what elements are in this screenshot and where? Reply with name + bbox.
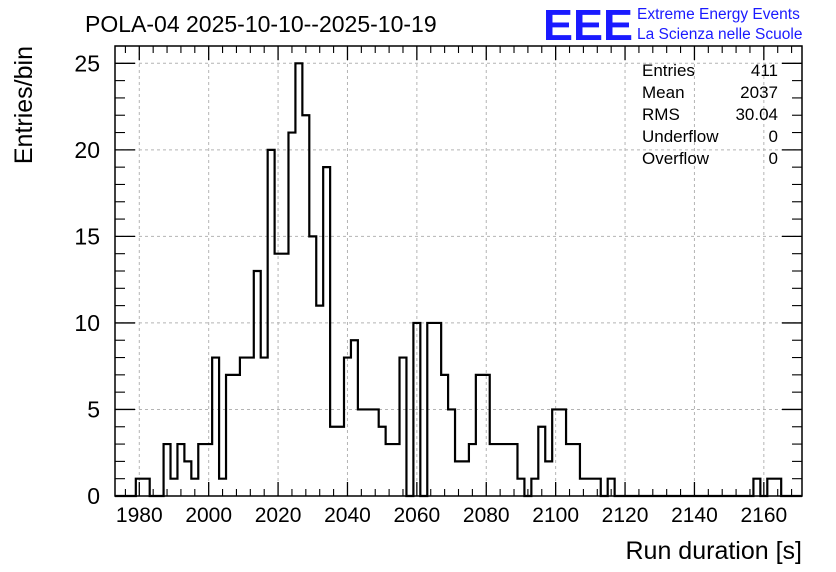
stats-underflow-label: Underflow bbox=[642, 127, 719, 146]
y-tick-label: 20 bbox=[74, 137, 100, 163]
stats-entries-value: 411 bbox=[751, 61, 778, 80]
stats-overflow-label: Overflow bbox=[642, 149, 710, 168]
logo-line2: La Scienza nelle Scuole bbox=[637, 26, 802, 43]
stats-underflow-value: 0 bbox=[769, 127, 778, 146]
y-tick-label: 15 bbox=[74, 223, 100, 249]
histogram-bin bbox=[275, 254, 282, 496]
stats-mean-value: 2037 bbox=[740, 83, 778, 102]
stats-overflow-value: 0 bbox=[769, 149, 778, 168]
histogram-bin bbox=[330, 427, 337, 496]
axis-ticks: 1980 2000 2020 2040 2060 2080 2100 2120 2140 2160… bbox=[74, 45, 802, 527]
y-tick-label: 25 bbox=[74, 50, 100, 76]
x-tick-label: 2000 bbox=[185, 504, 232, 527]
grid bbox=[115, 46, 802, 496]
x-tick-label: 2160 bbox=[740, 504, 787, 527]
histogram-bin bbox=[316, 306, 323, 496]
histogram-bin bbox=[233, 375, 240, 496]
x-tick-label: 2060 bbox=[394, 504, 441, 527]
x-tick-label: 2020 bbox=[255, 504, 302, 527]
y-axis-label: Entries/bin bbox=[10, 46, 38, 164]
logo-mark: EEE bbox=[543, 1, 633, 50]
histogram-bin bbox=[490, 444, 497, 496]
histogram-bin bbox=[240, 358, 247, 496]
histogram-bin bbox=[171, 479, 178, 496]
x-tick-label: 1980 bbox=[116, 504, 163, 527]
histogram-bin bbox=[462, 461, 469, 496]
x-tick-label: 2080 bbox=[463, 504, 510, 527]
chart-title: POLA-04 2025-10-10--2025-10-19 bbox=[85, 11, 437, 37]
x-tick-label: 2140 bbox=[671, 504, 718, 527]
x-tick-label: 2120 bbox=[602, 504, 649, 527]
histogram-bin bbox=[504, 444, 511, 496]
stats-rms-label: RMS bbox=[642, 105, 680, 124]
histogram-bin bbox=[566, 444, 573, 496]
histogram-bin bbox=[393, 444, 400, 496]
stats-entries-label: Entries bbox=[642, 61, 695, 80]
x-axis-label: Run duration [s] bbox=[626, 537, 803, 565]
y-tick-label: 5 bbox=[87, 396, 100, 422]
histogram-bin bbox=[497, 444, 504, 496]
histogram-bin bbox=[365, 409, 372, 496]
logo-line1: Extreme Energy Events bbox=[637, 6, 800, 23]
x-tick-label: 2040 bbox=[324, 504, 371, 527]
stats-rms-value: 30.04 bbox=[735, 105, 778, 124]
histogram-bin bbox=[386, 444, 393, 496]
x-tick-label: 2100 bbox=[532, 504, 579, 527]
histogram-bin bbox=[261, 358, 268, 496]
histogram-bin bbox=[282, 254, 289, 496]
histogram-bin bbox=[587, 479, 594, 496]
histogram-bin bbox=[358, 409, 365, 496]
histogram-bin bbox=[545, 461, 552, 496]
eee-logo: EEE Extreme Energy Events La Scienza nel… bbox=[543, 1, 802, 50]
y-tick-label: 10 bbox=[74, 310, 100, 336]
histogram-bin bbox=[247, 358, 254, 496]
y-tick-label: 0 bbox=[87, 483, 100, 509]
stats-mean-label: Mean bbox=[642, 83, 685, 102]
stats-box: Entries 411 Mean 2037 RMS 30.04 Underflo… bbox=[642, 61, 778, 168]
histogram-bin bbox=[337, 427, 344, 496]
